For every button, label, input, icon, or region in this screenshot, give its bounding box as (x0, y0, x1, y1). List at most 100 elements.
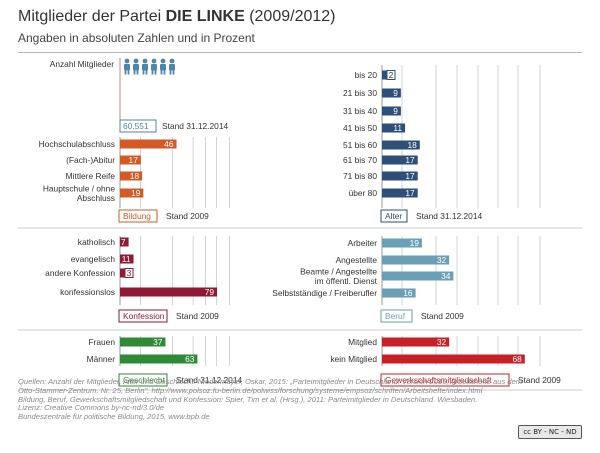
bildung-legend-title: Bildung (123, 211, 151, 221)
alter-category-label: 71 bis 80 (343, 171, 377, 181)
person-icon (133, 58, 139, 64)
person-icon-body (160, 64, 166, 71)
beruf-stand-label: Stand 2009 (421, 311, 464, 321)
person-icon-leg (133, 70, 136, 75)
gewerkschaft-value-label: 32 (437, 337, 447, 347)
alter-category-label: bis 20 (355, 70, 378, 80)
person-icon-leg (154, 70, 157, 75)
mitglieder-value-box (119, 119, 157, 133)
person-icon-leg (172, 70, 175, 75)
bildung-value-label: 19 (131, 188, 141, 198)
license-text: Lizenz: Creative Commons by-nc-nd/3.0/de (18, 403, 165, 413)
gewerkschaft-bar (382, 337, 450, 347)
person-icon-body (124, 64, 130, 71)
alter-value-label: 17 (405, 155, 415, 165)
alter-bar (382, 140, 420, 150)
source-line: Otto-Stammer-Zentrum, Nr. 25, Berlin", h… (18, 385, 483, 395)
alter-legend-box (380, 209, 408, 223)
beruf-legend-title: Beruf (385, 311, 406, 321)
alter-category-label: 21 bis 30 (343, 88, 377, 98)
beruf-value-label: 32 (437, 255, 447, 265)
alter-value-box (386, 70, 396, 80)
bildung-category-label: Hauptschule / ohne (43, 183, 116, 193)
bildung-category-label: Mittlere Reife (66, 171, 116, 181)
geschlecht-value-label: 37 (153, 337, 163, 347)
alter-value-label: 2 (389, 70, 394, 80)
alter-category-label: 41 bis 50 (343, 123, 377, 133)
beruf-bar (382, 288, 416, 298)
geschlecht-legend-title: Geschlecht (123, 375, 166, 385)
alter-bar (382, 171, 418, 181)
beruf-bar (382, 238, 422, 248)
gewerkschaft-category-label: Mitglied (348, 337, 377, 347)
alter-category-label: 31 bis 40 (343, 106, 377, 116)
alter-bar (382, 155, 418, 165)
alter-value-label: 9 (393, 106, 398, 116)
alter-category-label: 51 bis 60 (343, 140, 377, 150)
source-line: Bildung, Beruf, Gewerkschaftsmitgliedsch… (18, 394, 478, 404)
konfession-value-label: 79 (205, 287, 215, 297)
beruf-category-label: im öffentl. Dienst (315, 276, 378, 286)
konfession-bar (120, 254, 134, 264)
gewerkschaft-stand-label: Stand 2009 (518, 375, 561, 385)
source-line: Quellen: Anzahl der Mitglieder, Alter un… (18, 377, 523, 386)
beruf-value-label: 19 (410, 238, 420, 248)
beruf-value-label: 16 (403, 288, 413, 298)
geschlecht-legend-box (118, 373, 168, 387)
konfession-value-box (124, 268, 134, 278)
bildung-stand-label: Stand 2009 (166, 211, 209, 221)
beruf-category-label: Arbeiter (348, 238, 378, 248)
geschlecht-bar (120, 337, 166, 347)
title-divider (18, 52, 582, 53)
person-icon-body (151, 64, 157, 71)
konfession-bar (120, 237, 129, 247)
bildung-bar (120, 188, 144, 198)
person-icon (142, 58, 148, 64)
beruf-legend-box (380, 309, 413, 323)
person-icon-leg (151, 70, 154, 75)
beruf-category-label: Selbstständige / Freiberufler (272, 288, 377, 298)
bildung-legend-box (118, 209, 158, 223)
person-icon-leg (142, 70, 145, 75)
person-icon-body (142, 64, 148, 71)
person-icon-body (169, 64, 175, 71)
alter-value-label: 9 (393, 88, 398, 98)
bildung-value-label: 18 (130, 171, 140, 181)
bildung-category-label: Hochschulabschluss (39, 139, 115, 149)
alter-bar (382, 188, 418, 198)
alter-category-label: über 80 (349, 188, 378, 198)
konfession-value-label: 3 (127, 268, 132, 278)
beruf-category-label: Angestellte (336, 255, 378, 265)
alter-stand-label: Stand 31.12.2014 (416, 211, 482, 221)
person-icon-leg (163, 70, 166, 75)
konfession-bar (120, 268, 125, 278)
alter-value-label: 18 (407, 140, 417, 150)
bildung-value-label: 17 (129, 155, 139, 165)
konfession-category-label: evangelisch (71, 254, 116, 264)
beruf-value-label: 34 (441, 271, 451, 281)
geschlecht-stand-label: Stand 31.12.2014 (176, 375, 242, 385)
konfession-value-label: 11 (122, 254, 131, 264)
chart-title: Mitglieder der Partei DIE LINKE (2009/20… (18, 8, 336, 25)
konfession-value-label: 7 (121, 237, 126, 247)
source-notes: Quellen: Anzahl der Mitglieder, Alter un… (18, 377, 523, 422)
alter-value-label: 11 (393, 123, 402, 133)
publisher-text: Bundeszentrale für politische Bildung, 2… (18, 412, 210, 422)
chart-subtitle: Angaben in absoluten Zahlen und in Proze… (18, 31, 255, 45)
konfession-legend-box (118, 309, 168, 323)
geschlecht-value-label: 63 (185, 354, 195, 364)
alter-value-label: 17 (405, 171, 415, 181)
bildung-value-label: 46 (164, 139, 174, 149)
person-icon-leg (136, 70, 139, 75)
creative-commons-badge: cc BY - NC - ND (518, 425, 582, 439)
alter-bar (382, 88, 401, 98)
alter-category-label: 61 bis 70 (343, 155, 377, 165)
geschlecht-bar (120, 354, 198, 364)
gewerkschaft-legend-title: Gewerkschaftsmitgliedschaft (385, 375, 492, 385)
gewerkschaft-bar (382, 354, 525, 364)
beruf-bar (382, 271, 454, 281)
geschlecht-category-label: Frauen (88, 337, 115, 347)
mitglieder-label: Anzahl Mitglieder (50, 59, 114, 69)
alter-bar (382, 70, 387, 80)
